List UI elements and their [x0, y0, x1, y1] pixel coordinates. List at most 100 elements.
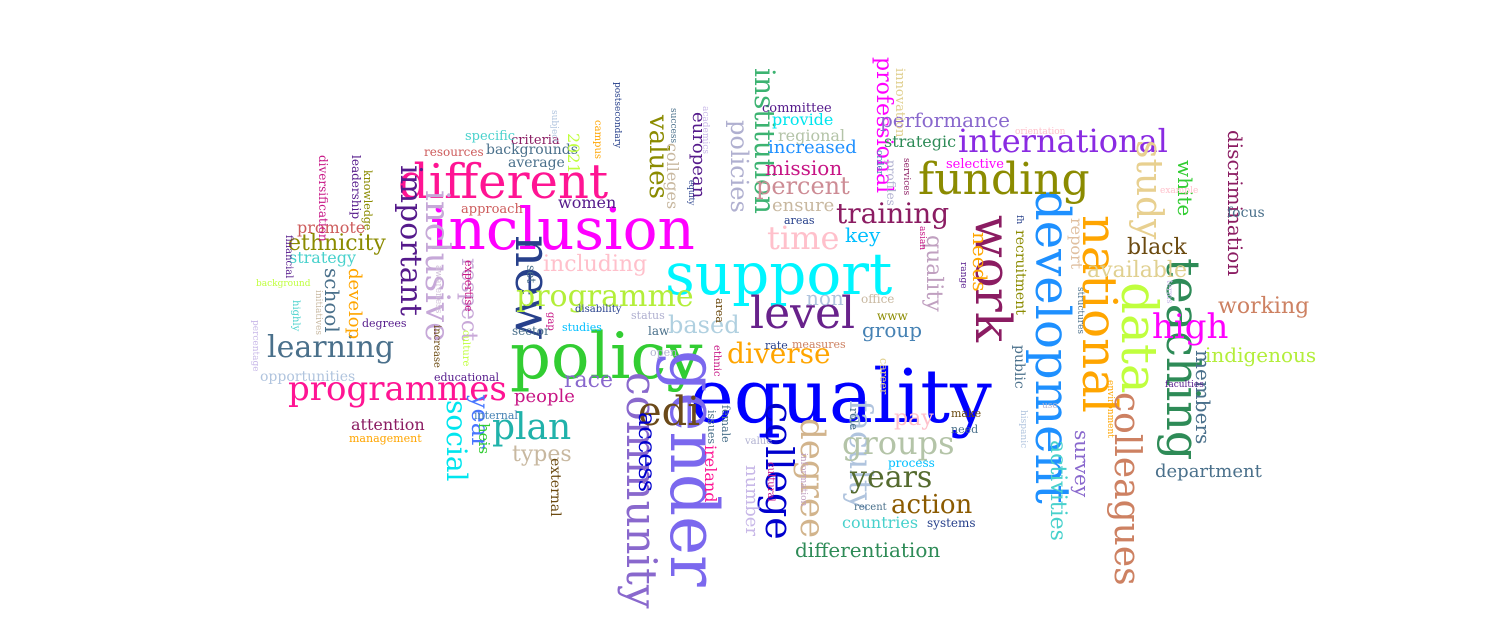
word-equality: equality — [690, 354, 992, 440]
word-working: working — [1218, 294, 1310, 319]
word-groups: groups — [842, 424, 955, 462]
word-academics: academics — [700, 106, 710, 154]
word-process: process — [888, 456, 935, 470]
word-school: school — [320, 268, 344, 333]
word-indigenous: indigenous — [1205, 343, 1317, 367]
word-international: international — [958, 122, 1168, 160]
word-culture: culture — [460, 330, 471, 367]
word-studies: studies — [562, 321, 602, 334]
word-female: female — [719, 405, 732, 443]
word-programmes: programmes — [288, 369, 507, 409]
word-number: number — [741, 465, 762, 537]
word-policy: policy — [510, 320, 703, 394]
word-www: www — [877, 309, 908, 323]
word-focus: focus — [1227, 205, 1265, 221]
word-heis: heis — [475, 423, 493, 455]
word-time: time — [767, 219, 840, 257]
word-ensure: ensure — [772, 195, 835, 216]
word-backgrounds: backgrounds — [486, 142, 578, 158]
word-range: range — [958, 262, 968, 289]
word-policies: policies — [725, 120, 753, 213]
word-asian: asian — [917, 226, 927, 251]
word-increase: increase — [431, 325, 442, 368]
word-career: career — [877, 358, 890, 395]
word-learning: learning — [267, 330, 395, 365]
word-area: area — [713, 298, 726, 323]
word-initiatives: initiatives — [313, 290, 323, 335]
word-fh: fh — [1014, 215, 1024, 225]
word-public: public — [1011, 345, 1027, 389]
word-activities: activities — [1045, 440, 1070, 541]
word-issues: issues — [705, 410, 718, 445]
word-educational: educational — [434, 371, 500, 384]
word-opportunities: opportunities — [260, 369, 356, 385]
word-differentiation: differentiation — [795, 538, 941, 562]
word-gap: gap — [545, 312, 556, 331]
word-survey: survey — [1070, 430, 1094, 498]
word-develop: develop — [344, 268, 365, 340]
word-systems: systems — [927, 516, 976, 530]
word-need: need — [951, 423, 979, 436]
word-different: different — [398, 154, 609, 210]
word-department: department — [1155, 461, 1262, 482]
word-available: available — [1087, 258, 1187, 283]
word-strategic: strategic — [884, 132, 957, 151]
word-report: report — [1067, 218, 1086, 270]
word-services: services — [901, 158, 911, 196]
word-office: office — [861, 292, 895, 306]
word-value: value — [745, 436, 773, 447]
word-degrees: degrees — [362, 317, 407, 330]
word-internal: internal — [474, 409, 518, 422]
word-use: use — [1042, 401, 1058, 411]
word-specific: specific — [465, 129, 516, 144]
word-sector: sector — [512, 324, 550, 338]
word-ethnic: ethnic — [711, 345, 722, 377]
word-key: key — [845, 223, 881, 247]
word-ethnicity: ethnicity — [288, 231, 386, 256]
word-financial: financial — [283, 235, 294, 279]
word-measures: measures — [792, 338, 846, 351]
word-access: access — [633, 412, 661, 493]
word-important: important — [393, 165, 428, 316]
word-including: including — [543, 252, 648, 277]
word-management: management — [349, 432, 422, 445]
word-order: order — [874, 150, 884, 176]
word-postsecondary: postsecondary — [612, 82, 622, 149]
word-faculties: faculties — [1165, 380, 1204, 390]
word-success: success — [668, 108, 678, 144]
word-terms: terms — [1165, 280, 1174, 304]
word-promote: promote — [297, 218, 366, 237]
word-inclusion: inclusion — [430, 195, 695, 263]
word-action: action — [891, 490, 973, 520]
word-areas: areas — [784, 214, 815, 227]
word-cultural: cultural — [765, 462, 776, 502]
word-approach: approach — [461, 202, 523, 217]
word-support: support — [665, 240, 893, 308]
word-2021: 2021 — [564, 133, 583, 174]
word-black: black — [1127, 235, 1187, 260]
word-types: types — [512, 442, 572, 467]
word-regional: regional — [778, 126, 846, 145]
word-background: background — [256, 279, 311, 289]
word-recent: recent — [854, 502, 887, 513]
word-high: high — [1152, 307, 1229, 347]
word-open: open — [650, 346, 678, 359]
word-innovation: innovation — [892, 68, 907, 138]
word-structures: structures — [1075, 287, 1085, 335]
word-members: members — [1191, 350, 1215, 445]
word-profiles: profiles — [884, 160, 898, 206]
word-percentage: percentage — [250, 320, 260, 372]
word-race: race — [564, 368, 613, 393]
word-percent: percent — [756, 172, 850, 200]
word-equity: equity — [687, 180, 696, 206]
word-needs: needs — [968, 232, 992, 292]
word-highly: highly — [290, 300, 301, 332]
word-expertise: expertise — [462, 260, 475, 312]
word-orientation: orientation — [1015, 127, 1066, 137]
word-resources: resources — [424, 145, 484, 159]
word-group: group — [862, 318, 923, 342]
word-diversification: diversification — [316, 155, 330, 242]
word-mission: mission — [765, 156, 843, 180]
word-average: average — [508, 155, 565, 171]
